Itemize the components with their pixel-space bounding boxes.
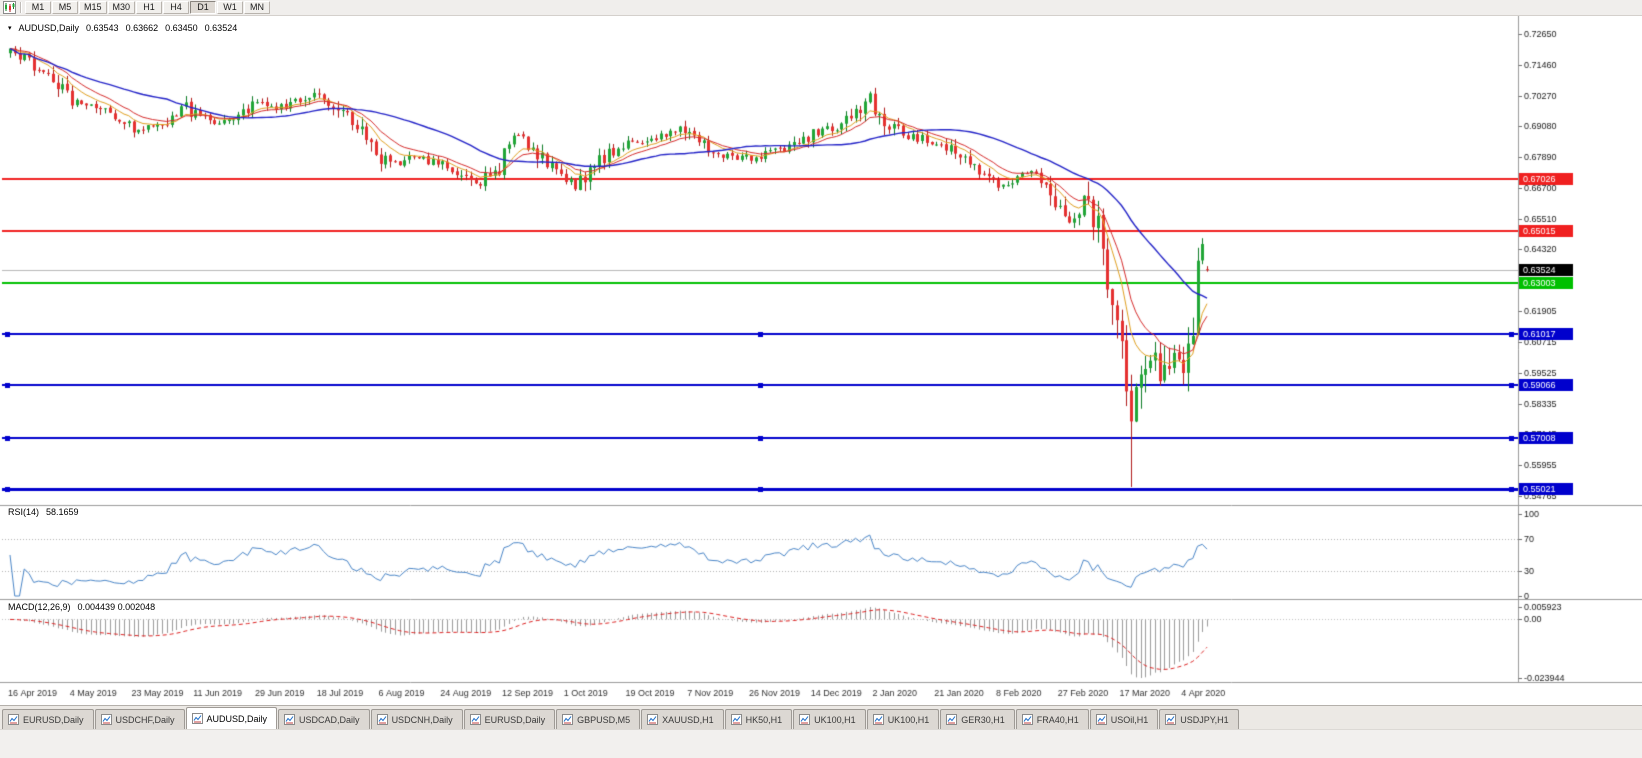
legend-open: 0.63543 xyxy=(86,23,119,33)
macd-values: 0.004439 0.002048 xyxy=(77,602,156,612)
timeframe-toolbar: M1 M5 M15 M30 H1 H4 D1 W1 MN xyxy=(0,0,1642,16)
chart-tab-label: UK100,H1 xyxy=(887,714,930,725)
timeframe-button-h4[interactable]: H4 xyxy=(163,1,190,14)
chart-tab-icon xyxy=(376,714,388,725)
chart-tab-fra40-h1[interactable]: FRA40,H1 xyxy=(1015,709,1089,729)
chart-tab-label: UK100,H1 xyxy=(814,714,856,725)
legend-high: 0.63662 xyxy=(125,23,159,33)
chart-tab-usdchf-daily[interactable]: USDCHF,Daily xyxy=(94,709,185,729)
chart-tab-ger30-h1[interactable]: GER30,H1 xyxy=(940,709,1015,729)
chart-tab-icon xyxy=(647,714,659,725)
chart-tab-label: USDCAD,Daily xyxy=(299,714,360,725)
timeframe-button-m30[interactable]: M30 xyxy=(107,1,136,14)
chart-tab-gbpusd-m5[interactable]: GBPUSD,M5 xyxy=(556,709,641,729)
chart-tab-icon xyxy=(191,713,203,724)
timeframe-button-m1[interactable]: M1 xyxy=(25,1,51,14)
chart-tab-xauusd-h1[interactable]: XAUUSD,H1 xyxy=(641,709,724,729)
timeframe-button-m15[interactable]: M15 xyxy=(79,1,107,14)
timeframe-button-w1[interactable]: W1 xyxy=(217,1,244,14)
chart-tab-label: GER30,H1 xyxy=(961,714,1005,725)
chart-canvas[interactable] xyxy=(0,16,1642,705)
chart-tab-hk50-h1[interactable]: HK50,H1 xyxy=(724,709,793,729)
chart-tab-icon xyxy=(1165,714,1177,725)
timeframe-button-h1[interactable]: H1 xyxy=(136,1,163,14)
chart-legend: ▾ AUDUSD,Daily 0.63543 0.63662 0.63450 0… xyxy=(8,23,237,33)
chart-tab-label: USDJPY,H1 xyxy=(1180,714,1229,725)
chart-tab-icon xyxy=(1095,714,1107,725)
timeframe-button-m5[interactable]: M5 xyxy=(52,1,78,14)
chart-tab-label: USDCNH,Daily xyxy=(391,714,453,725)
chart-tab-icon xyxy=(8,714,19,725)
chart-tab-label: FRA40,H1 xyxy=(1036,714,1079,725)
chart-tab-label: HK50,H1 xyxy=(745,714,783,725)
macd-name: MACD(12,26,9) xyxy=(8,602,71,612)
rsi-indicator-label: RSI(14) 58.1659 xyxy=(8,507,79,517)
chart-tab-icon xyxy=(946,714,958,725)
chart-tab-usdcnh-daily[interactable]: USDCNH,Daily xyxy=(370,709,463,729)
chart-window-icon[interactable] xyxy=(2,1,16,14)
chart-tab-label: EURUSD,Daily xyxy=(23,714,84,725)
chart-tab-usdcad-daily[interactable]: USDCAD,Daily xyxy=(278,709,370,729)
chart-tab-usoil-h1[interactable]: USOil,H1 xyxy=(1089,709,1159,729)
chart-tab-icon xyxy=(1021,714,1033,725)
chart-tab-eurusd-daily[interactable]: EURUSD,Daily xyxy=(463,709,556,729)
legend-symbol: AUDUSD,Daily xyxy=(18,23,80,33)
macd-indicator-label: MACD(12,26,9) 0.004439 0.002048 xyxy=(8,602,155,612)
chart-area: ▾ AUDUSD,Daily 0.63543 0.63662 0.63450 0… xyxy=(0,16,1642,705)
chart-tab-usdjpy-h1[interactable]: USDJPY,H1 xyxy=(1159,709,1239,729)
status-bar xyxy=(0,729,1642,758)
chart-tab-label: AUDUSD,Daily xyxy=(206,713,268,724)
chart-tab-icon xyxy=(872,714,884,725)
legend-marker-icon: ▾ xyxy=(8,24,12,32)
chart-tab-icon xyxy=(100,714,112,725)
chart-tab-icon xyxy=(562,714,574,725)
chart-tab-bar: EURUSD,Daily USDCHF,Daily AUDUSD,Daily USDC… xyxy=(0,705,1642,729)
chart-tab-audusd-daily[interactable]: AUDUSD,Daily xyxy=(185,707,278,729)
chart-tab-icon xyxy=(284,714,296,725)
timeframe-button-group: M1 M5 M15 M30 H1 H4 D1 W1 MN xyxy=(25,1,271,14)
legend-low: 0.63450 xyxy=(165,23,198,33)
chart-tab-label: EURUSD,Daily xyxy=(484,714,546,725)
chart-tab-eurusd-daily[interactable]: EURUSD,Daily xyxy=(2,709,94,729)
chart-tab-label: GBPUSD,M5 xyxy=(577,714,631,725)
rsi-name: RSI(14) xyxy=(8,507,40,517)
timeframe-button-d1[interactable]: D1 xyxy=(190,1,217,14)
chart-tab-label: USDCHF,Daily xyxy=(115,714,175,725)
chart-tab-icon xyxy=(799,714,811,725)
chart-tab-label: XAUUSD,H1 xyxy=(662,714,714,725)
chart-tab-icon xyxy=(730,714,742,725)
chart-tab-uk100-h1[interactable]: UK100,H1 xyxy=(866,709,940,729)
chart-tab-label: USOil,H1 xyxy=(1110,714,1149,725)
toolbar-separator xyxy=(20,2,21,13)
timeframe-button-mn[interactable]: MN xyxy=(244,1,271,14)
chart-tab-icon xyxy=(469,714,481,725)
chart-tab-uk100-h1[interactable]: UK100,H1 xyxy=(793,709,866,729)
rsi-value: 58.1659 xyxy=(46,507,79,517)
legend-close: 0.63524 xyxy=(204,23,238,33)
